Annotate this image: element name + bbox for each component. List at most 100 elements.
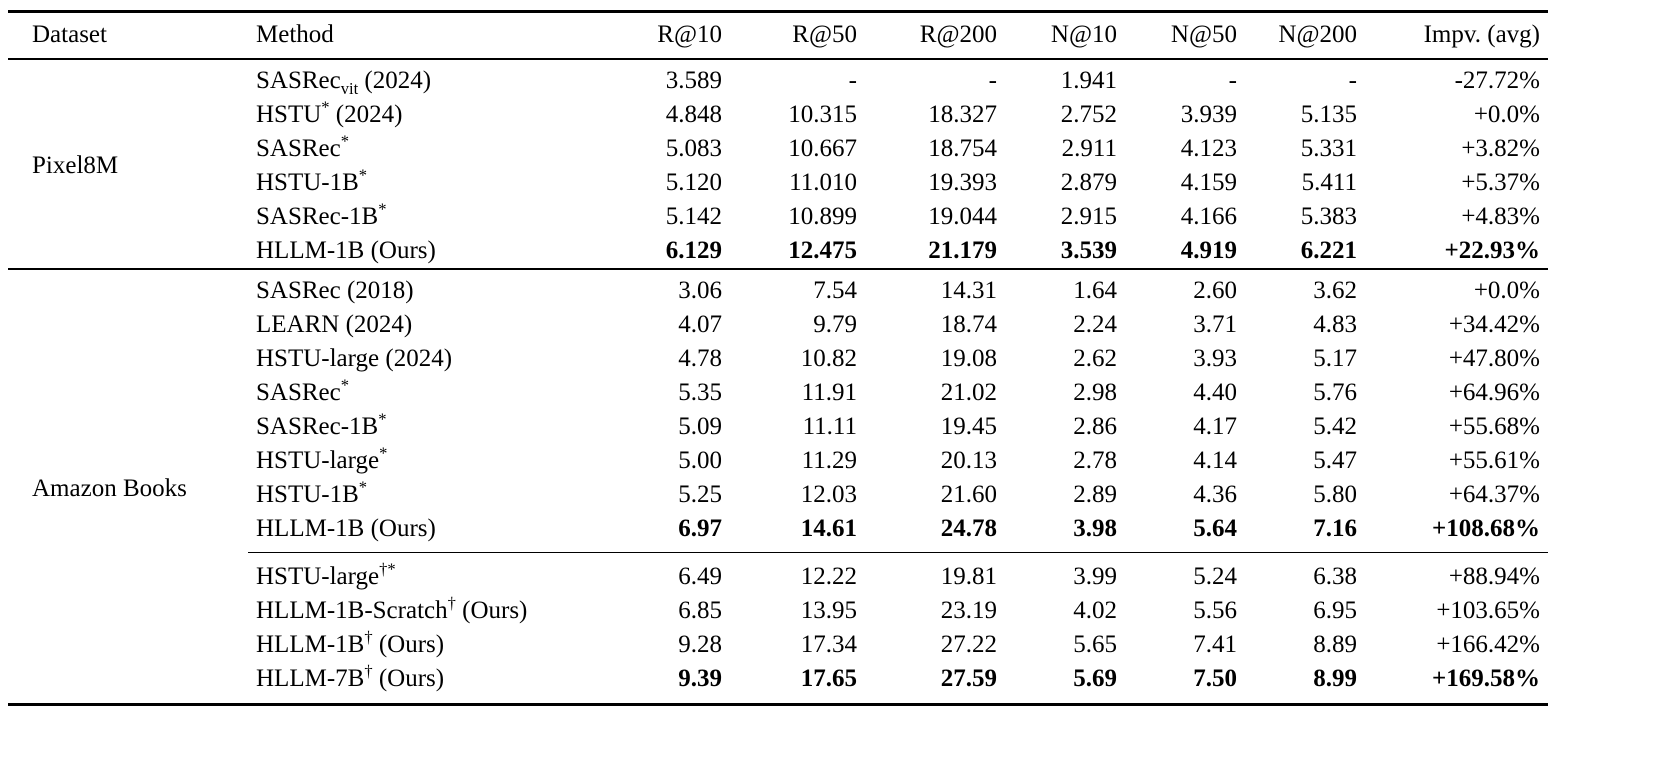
- table-row: SASRec* 5.083 10.667 18.754 2.911 4.123 5.331 +…: [8, 132, 1548, 166]
- method-label: HSTU-large†*: [248, 552, 633, 594]
- metric-value: -: [1348, 67, 1357, 94]
- table-header: Dataset Method R@10 R@50 R@200 N@10 N@50…: [8, 11, 1548, 60]
- method-label: HLLM-7B† (Ours): [256, 661, 445, 692]
- metric-value: 5.383: [1300, 203, 1357, 230]
- table-row: SASRec-1B* 5.09 11.11 19.45 2.86 4.17 5.42 +55.…: [8, 410, 1548, 444]
- metric-value: 3.589: [665, 67, 722, 94]
- table-row: HLLM-1B† (Ours) 9.28 17.34 27.22 5.65 7.41 8.8…: [8, 628, 1548, 662]
- metric-value: 27.22: [940, 631, 997, 658]
- metric-value: +108.68%: [1432, 515, 1540, 542]
- metric-value: 2.89: [1073, 481, 1117, 508]
- metric-value: 21.179: [928, 237, 997, 264]
- metric-value: 3.06: [633, 268, 730, 308]
- table-row: HLLM-1B (Ours) 6.129 12.475 21.179 3.539 4.91…: [8, 234, 1548, 269]
- method-subscript: vit: [340, 79, 359, 98]
- metric-value: 14.61: [800, 515, 857, 542]
- metric-value: 14.31: [865, 268, 1005, 308]
- metric-value: +47.80%: [1448, 345, 1540, 372]
- metric-value: 2.98: [1073, 379, 1117, 406]
- column-header-method: Method: [248, 11, 633, 60]
- results-table: Dataset Method R@10 R@50 R@200 N@10 N@50…: [8, 10, 1548, 706]
- metric-value: 2.78: [1073, 447, 1117, 474]
- metric-value: 6.129: [665, 237, 722, 264]
- method-label: HLLM-1B (Ours): [256, 515, 436, 542]
- method-label: HLLM-1B† (Ours): [256, 627, 445, 658]
- metric-value: 5.135: [1300, 101, 1357, 128]
- metric-value: 18.327: [928, 101, 997, 128]
- table-row: HLLM-1B-Scratch† (Ours) 6.85 13.95 23.19 4.0…: [8, 594, 1548, 628]
- table-header-row: Dataset Method R@10 R@50 R@200 N@10 N@50…: [8, 11, 1548, 60]
- method-label: HLLM-1B (Ours): [256, 237, 436, 264]
- metric-value: 5.80: [1313, 481, 1357, 508]
- method-superscript: †: [447, 593, 456, 613]
- metric-value: 6.85: [678, 597, 722, 624]
- method-label: HSTU-large (2024): [256, 345, 453, 372]
- table-row: SASRec* 5.35 11.91 21.02 2.98 4.40 5.76 +64.96%: [8, 376, 1548, 410]
- metric-value: 4.14: [1193, 447, 1237, 474]
- column-header-dataset: Dataset: [8, 11, 248, 60]
- metric-value: 4.02: [1073, 597, 1117, 624]
- metric-value: 2.60: [1125, 268, 1245, 308]
- metric-value: 5.64: [1193, 515, 1237, 542]
- table-row: SASRec-1B* 5.142 10.899 19.044 2.915 4.166 5.3…: [8, 200, 1548, 234]
- metric-value: 11.29: [801, 447, 857, 474]
- method-superscript: *: [379, 443, 388, 463]
- metric-value: 4.36: [1193, 481, 1237, 508]
- metric-value: -: [848, 67, 857, 94]
- metric-value: 4.78: [678, 345, 722, 372]
- metric-value: 10.899: [788, 203, 857, 230]
- metric-value: 4.40: [1193, 379, 1237, 406]
- metric-value: 27.59: [940, 665, 997, 692]
- metric-value: +55.68%: [1448, 413, 1540, 440]
- method-label: SASRecvit (2024): [256, 67, 432, 98]
- metric-value: 4.07: [678, 311, 722, 338]
- metric-value: 7.16: [1313, 515, 1357, 542]
- metric-value: 23.19: [940, 597, 997, 624]
- method-label: SASRec-1B*: [256, 199, 387, 230]
- column-header-r200: R@200: [865, 11, 1005, 60]
- metric-value: 6.221: [1300, 237, 1357, 264]
- metric-value: -: [1228, 67, 1237, 94]
- metric-value: -: [988, 67, 997, 94]
- metric-value: 24.78: [940, 515, 997, 542]
- metric-value: 5.24: [1125, 552, 1245, 594]
- table-body: Pixel8M SASRecvit (2024) 3.589 - - 1.941 - - -27…: [8, 59, 1548, 705]
- metric-value: 4.919: [1180, 237, 1237, 264]
- column-header-impv: Impv. (avg): [1365, 11, 1548, 60]
- metric-value: 2.752: [1060, 101, 1117, 128]
- metric-value: 13.95: [800, 597, 857, 624]
- column-header-n10: N@10: [1005, 11, 1125, 60]
- metric-value: 9.79: [813, 311, 857, 338]
- metric-value: 3.98: [1073, 515, 1117, 542]
- metric-value: 5.42: [1313, 413, 1357, 440]
- metric-value: 4.848: [665, 101, 722, 128]
- column-header-n50: N@50: [1125, 11, 1245, 60]
- metric-value: 5.35: [678, 379, 722, 406]
- metric-value: 7.41: [1193, 631, 1237, 658]
- metric-value: +0.0%: [1473, 101, 1540, 128]
- metric-value: 3.93: [1193, 345, 1237, 372]
- method-superscript: *: [358, 477, 368, 497]
- metric-value: +3.82%: [1461, 135, 1540, 162]
- method-superscript: †: [364, 661, 373, 681]
- metric-value: -27.72%: [1454, 67, 1540, 94]
- method-superscript: *: [378, 199, 387, 219]
- metric-value: 11.91: [801, 379, 857, 406]
- table-row: HSTU-large†* 6.49 12.22 19.81 3.99 5.24 6.38 +8…: [8, 552, 1548, 594]
- metric-value: 19.81: [865, 552, 1005, 594]
- metric-value: 20.13: [940, 447, 997, 474]
- metric-value: 1.64: [1005, 268, 1125, 308]
- metric-value: 2.62: [1073, 345, 1117, 372]
- metric-value: 3.539: [1060, 237, 1117, 264]
- metric-value: 6.38: [1245, 552, 1365, 594]
- metric-value: 2.911: [1061, 135, 1117, 162]
- method-label: HLLM-1B-Scratch† (Ours): [256, 593, 528, 624]
- metric-value: 3.71: [1193, 311, 1237, 338]
- metric-value: 17.65: [800, 665, 857, 692]
- metric-value: 2.24: [1073, 311, 1117, 338]
- metric-value: 4.159: [1180, 169, 1237, 196]
- metric-value: 19.08: [940, 345, 997, 372]
- metric-value: 5.09: [678, 413, 722, 440]
- method-label: SASRec*: [256, 131, 349, 162]
- metric-value: 5.56: [1193, 597, 1237, 624]
